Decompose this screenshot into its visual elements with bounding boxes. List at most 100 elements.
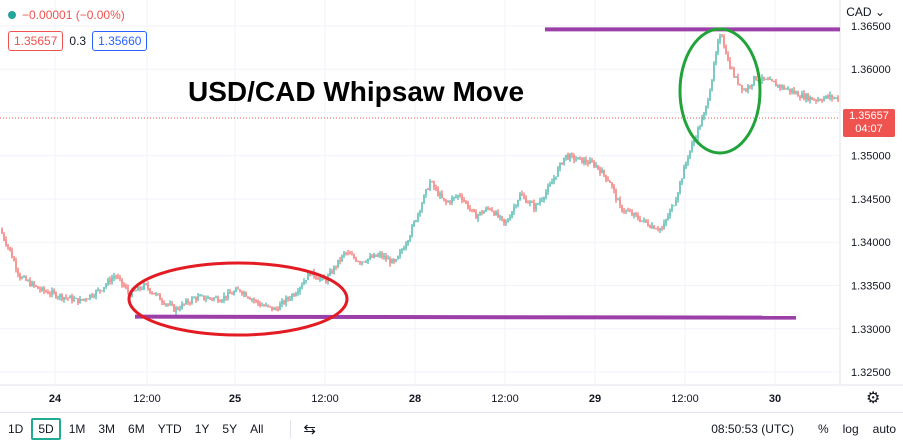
candle-body (115, 276, 117, 278)
candle-body (729, 59, 731, 69)
candle-body (379, 253, 381, 256)
log-scale-button[interactable]: log (842, 422, 859, 436)
candle-body (233, 291, 235, 295)
candle-body (217, 297, 219, 302)
candle-body (163, 302, 165, 305)
candle-body (17, 269, 19, 274)
candle-body (667, 216, 669, 220)
candle-body (589, 160, 591, 164)
candle-body (423, 194, 425, 204)
buy-price-button[interactable]: 1.35660 (92, 31, 148, 51)
candle-body (363, 261, 365, 263)
candle-body (701, 118, 703, 127)
countdown-value: 04:07 (855, 123, 883, 135)
candle-body (279, 304, 281, 311)
candle-body (153, 293, 155, 295)
candle-body (803, 93, 805, 100)
candle-body (439, 193, 441, 196)
sell-price-button[interactable]: 1.35657 (8, 31, 64, 51)
candle-body (721, 36, 723, 38)
chart-area[interactable]: 1.365001.360001.355001.350001.345001.340… (0, 0, 903, 412)
candle-body (599, 168, 601, 174)
candle-body (515, 205, 517, 207)
candle-body (523, 195, 525, 198)
candle-body (361, 261, 363, 264)
candle-body (763, 76, 765, 80)
candle-body (23, 276, 25, 278)
candle-body (689, 150, 691, 158)
utc-clock[interactable]: 08:50:53 (UTC) (711, 422, 794, 436)
candle-body (631, 211, 633, 216)
candle-body (35, 285, 37, 287)
candle-body (51, 290, 53, 295)
candle-body (303, 281, 305, 285)
candle-body (211, 298, 213, 300)
candle-body (445, 200, 447, 203)
time-tick-label: 29 (589, 393, 601, 405)
candle-body (463, 199, 465, 202)
candle-body (437, 188, 439, 196)
timeframe-all-button[interactable]: All (250, 421, 264, 436)
candle-body (187, 300, 189, 303)
candle-body (677, 192, 679, 200)
candle-body (563, 157, 565, 165)
candle-body (179, 308, 181, 310)
candle-body (609, 180, 611, 183)
candle-body (285, 297, 287, 304)
currency-selector[interactable]: CAD ⌄ (846, 5, 885, 19)
calendar-range-icon[interactable]: ⇆ (303, 420, 316, 438)
candle-body (91, 294, 93, 297)
candle-body (271, 306, 273, 311)
price-tick-label: 1.33000 (851, 324, 891, 336)
gear-icon[interactable]: ⚙ (866, 390, 881, 407)
candle-body (733, 68, 735, 77)
candle-body (741, 85, 743, 90)
percent-scale-button[interactable]: % (817, 422, 829, 436)
candle-body (641, 220, 643, 222)
candle-body (401, 249, 403, 252)
candle-body (421, 203, 423, 211)
candle-body (643, 219, 645, 221)
candle-body (477, 214, 479, 219)
candle-body (239, 289, 241, 292)
timeframe-5d-button[interactable]: 5D (31, 417, 61, 440)
timeframe-ytd-button[interactable]: YTD (157, 421, 182, 436)
price-tick-label: 1.34500 (851, 194, 891, 206)
candle-body (267, 304, 269, 306)
candle-body (489, 208, 491, 210)
timeframe-5y-button[interactable]: 5Y (222, 421, 238, 436)
timeframe-1d-button[interactable]: 1D (8, 421, 24, 436)
candle-body (43, 287, 45, 292)
timeframe-3m-button[interactable]: 3M (98, 421, 116, 436)
status-dot-icon (8, 11, 16, 19)
candle-body (485, 208, 487, 212)
price-axis: 1.365001.360001.355001.350001.345001.340… (839, 0, 891, 385)
candle-body (105, 284, 107, 288)
candle-body (371, 256, 373, 258)
candle-body (231, 293, 233, 295)
candle-body (185, 300, 187, 304)
candle-body (77, 298, 79, 304)
candle-body (355, 258, 357, 262)
support-line (134, 314, 797, 320)
candle-body (591, 160, 593, 163)
timeframe-6m-button[interactable]: 6M (128, 421, 145, 436)
candle-body (647, 222, 649, 226)
time-tick-label: 12:00 (491, 393, 519, 405)
candle-body (147, 284, 149, 289)
candle-body (75, 298, 77, 299)
auto-scale-button[interactable]: auto (872, 422, 896, 436)
timeframe-1m-button[interactable]: 1M (68, 421, 86, 436)
candle-body (261, 305, 263, 307)
candle-body (169, 303, 171, 305)
timeframe-1y-button[interactable]: 1Y (194, 421, 210, 436)
candle-body (257, 300, 259, 304)
candle-body (337, 259, 339, 267)
candle-body (297, 291, 299, 294)
candle-body (449, 201, 451, 203)
candle-body (797, 92, 799, 97)
candle-body (593, 162, 595, 167)
candle-body (775, 82, 777, 87)
candle-body (443, 197, 445, 201)
candle-body (723, 36, 725, 46)
